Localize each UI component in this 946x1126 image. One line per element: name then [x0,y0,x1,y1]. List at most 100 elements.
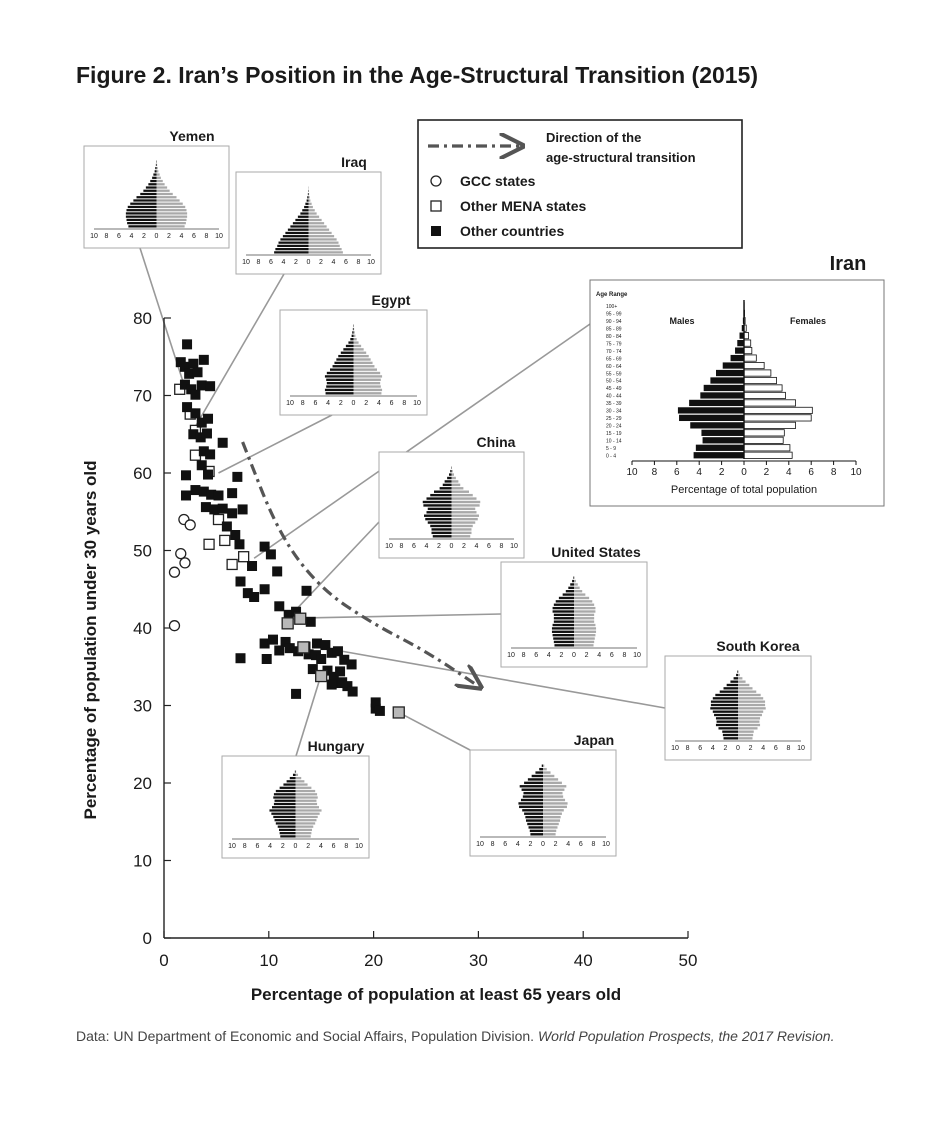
age-group-label: 95 - 99 [606,311,622,317]
male-bar [736,673,738,677]
female-bar [353,378,381,381]
male-bar [274,799,296,802]
inset-x-axis-label: Percentage of total population [671,484,817,496]
mini-tick-label: 0 [736,745,740,752]
male-bar [523,791,543,795]
female-bar [451,531,472,535]
male-bar [305,202,309,205]
male-bar [430,493,452,497]
other-country-point [195,432,206,443]
mini-tick-label: 4 [516,841,520,848]
mini-tick-label: 4 [761,745,765,752]
age-group-label: 40 - 44 [606,394,622,400]
callout-united-states: United States 10 8 6 4 2 0 2 4 6 8 10 [500,544,648,668]
female-bar [295,812,320,815]
mini-tick-label: 2 [554,841,558,848]
male-bar [716,720,738,723]
mini-tick-label: 0 [294,843,298,850]
mini-tick-label: 8 [357,259,361,266]
mini-tick-label: 4 [547,652,551,659]
mini-tick-label: 10 [413,400,421,407]
transition-arrow-layer [241,441,479,686]
mini-tick-label: 2 [339,400,343,407]
female-bar [451,487,464,490]
iran-male-bar [710,377,744,384]
mena-point [219,534,231,547]
male-bar [330,368,354,371]
female-bar [156,192,173,196]
female-bar [574,576,575,579]
male-bar [423,504,452,507]
male-bar [140,192,157,196]
iran-male-bar [735,347,744,354]
female-bar [451,476,456,480]
male-bar [431,528,452,531]
inset-x-tick-label: 0 [741,467,747,478]
callout-label: Hungary [308,738,365,754]
legend-arrow-label: age-structural transition [546,150,696,165]
male-bar [283,783,296,786]
female-bar [738,687,753,690]
callout-connector [218,414,333,474]
other-country-point [227,488,238,499]
inset-x-tick-label: 2 [719,467,725,478]
female-bar [574,586,580,590]
mini-tick-label: 10 [385,543,393,550]
male-bar [521,788,543,791]
other-country-point [182,339,193,350]
mini-tick-label: 0 [155,233,159,240]
mini-tick-label: 6 [534,652,538,659]
female-bar [451,497,477,500]
gcc-point [184,519,196,531]
inset-x-tick-label: 6 [808,467,814,478]
female-bar [543,764,545,767]
female-bar [353,371,381,375]
female-bar [543,822,559,826]
female-bar [543,774,555,778]
iran-male-bar [722,362,744,369]
age-group-label: 70 - 74 [606,349,622,355]
age-group-label: 15 - 19 [606,431,622,437]
mini-tick-label: 2 [142,233,146,240]
mini-tick-label: 2 [306,843,310,850]
female-bar [353,327,355,331]
iran-female-bar [743,406,813,414]
male-bar [352,331,354,334]
callout-label: Yemen [169,128,214,144]
highlighted-point [315,669,328,683]
male-bar [307,196,309,199]
iran-female-bar [743,399,796,407]
callout-label: South Korea [716,638,799,654]
other-country-point [261,654,272,664]
female-bar [156,225,185,228]
callout-connector [305,613,502,619]
mini-tick-label: 10 [507,652,515,659]
male-bar [715,723,738,727]
female-bar [353,348,364,351]
female-bar [353,334,356,338]
female-bar [295,832,312,835]
inset-connector [253,323,591,559]
female-bar [738,730,754,733]
y-axis-label: Percentage of population under 30 years … [81,461,100,820]
other-country-point [217,503,228,514]
male-bar [153,173,157,176]
male-bar [336,358,354,361]
age-group-label: 50 - 54 [606,379,622,385]
female-bar [451,490,469,493]
male-bar [552,633,574,637]
iran-female-bar [743,391,786,399]
mini-tick-label: 10 [228,843,236,850]
legend-gcc-symbol [430,175,442,187]
mini-tick-label: 8 [344,843,348,850]
other-country-point [188,358,199,369]
callout-connector [295,674,322,757]
male-bar [528,826,543,829]
female-bar [308,215,320,218]
male-bar [155,163,157,166]
female-bar [156,166,158,170]
female-bar [574,600,593,603]
mini-tick-label: 10 [367,259,375,266]
female-bar [738,720,760,723]
female-bar [574,596,590,600]
